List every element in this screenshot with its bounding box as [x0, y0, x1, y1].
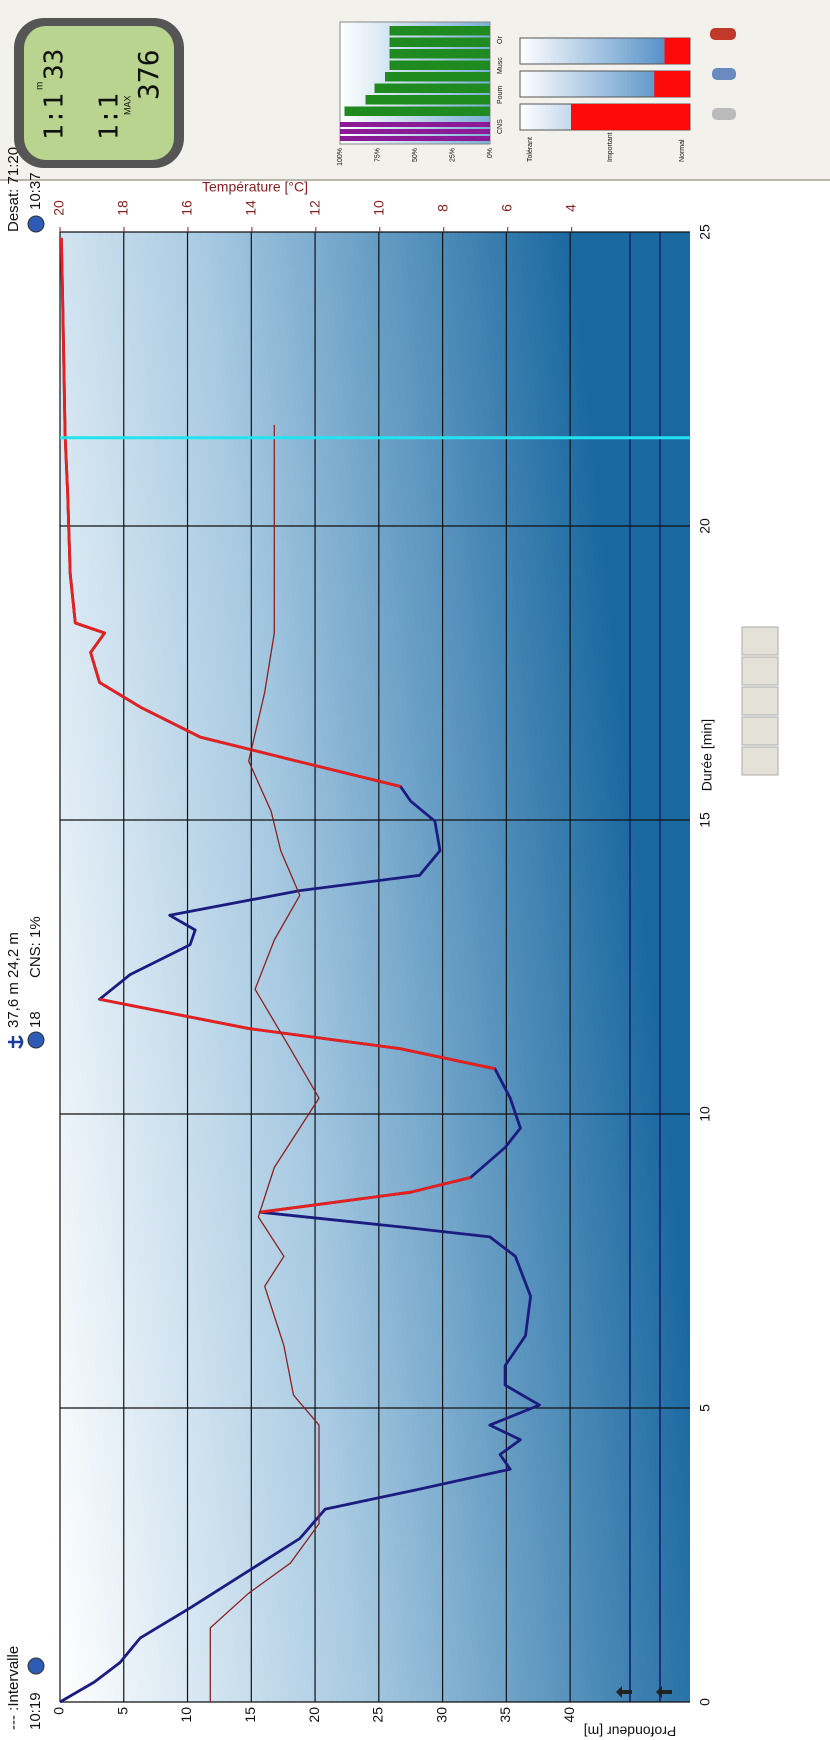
sat-tick-label: 0% [487, 148, 494, 158]
plot-area [60, 232, 690, 1702]
interval-time: 10:19 [27, 1692, 44, 1730]
x-tick-label: 0 [697, 1698, 713, 1706]
nav-button[interactable] [742, 747, 778, 775]
sat-bar [345, 107, 491, 117]
y2-tick-label: 8 [434, 204, 450, 212]
nav-button[interactable] [742, 687, 778, 715]
y-tick-label: 15 [242, 1707, 258, 1723]
end-time: 10:37 [27, 172, 44, 210]
sat-category-label: Musc [497, 57, 504, 74]
tissue-label: Normal [679, 139, 686, 162]
clock-icon [28, 216, 44, 232]
y-tick-label: 20 [306, 1707, 322, 1723]
sat-bar [340, 129, 490, 134]
nav-button[interactable] [742, 627, 778, 655]
sat-category-label: Or [497, 36, 504, 44]
tissue-bar [665, 38, 691, 64]
max-depth-extra: 18 [27, 1011, 44, 1028]
sat-bar [385, 72, 490, 82]
tissue-label: Important [607, 132, 614, 162]
sat-bar [390, 26, 491, 36]
sat-tick-label: 50% [412, 148, 419, 162]
y2-axis-title: Température [°C] [202, 179, 308, 195]
sat-bar [375, 84, 491, 94]
y-tick-label: 25 [370, 1707, 386, 1723]
diver-icon [710, 28, 736, 40]
x-tick-label: 5 [697, 1404, 713, 1412]
x-axis-title: Durée [min] [699, 719, 715, 791]
sat-bar [366, 95, 491, 105]
sat-category-label: CNS [497, 119, 504, 134]
y-tick-label: 35 [497, 1707, 513, 1723]
clock-icon [28, 1032, 44, 1048]
lcd-text: 33 [40, 49, 70, 80]
y2-tick-label: 16 [179, 200, 195, 216]
nav-button[interactable] [742, 717, 778, 745]
sat-bar [390, 61, 491, 71]
sat-tick-label: 25% [449, 148, 456, 162]
y-tick-label: 10 [178, 1707, 194, 1723]
y2-tick-label: 12 [307, 200, 323, 216]
y2-tick-label: 18 [115, 200, 131, 216]
y-tick-label: 0 [51, 1707, 67, 1715]
sat-bar [340, 122, 490, 127]
navigation [742, 627, 778, 775]
sat-bar [340, 136, 490, 141]
x-tick-label: 25 [697, 224, 713, 240]
x-tick-label: 15 [697, 812, 713, 828]
y2-tick-label: 20 [51, 200, 67, 216]
tissue-bar [571, 104, 690, 130]
desat: Desat: 71:20 [5, 147, 22, 232]
avg-depth: 24,2 m [5, 932, 22, 978]
diver-icon [712, 108, 736, 120]
y2-tick-label: 14 [243, 200, 259, 216]
max-depth: 37,6 m [5, 982, 22, 1028]
y2-tick-label: 4 [562, 204, 578, 212]
sat-tick-label: 75% [374, 148, 381, 162]
clock-icon [28, 1658, 44, 1674]
y-tick-label: 40 [561, 1707, 577, 1723]
dive-view: --- :Intervalle 10:19 37,6 m 18 24,2 m C… [0, 0, 830, 1740]
lcd-text: 1:1 [95, 93, 125, 140]
tissue-bar [654, 71, 690, 97]
cns: CNS: 1% [27, 916, 44, 978]
sat-tick-label: 100% [337, 148, 344, 166]
y2-tick-label: 6 [498, 204, 514, 212]
x-tick-label: 20 [697, 518, 713, 534]
x-tick-label: 10 [697, 1106, 713, 1122]
lcd-text: m [35, 82, 46, 90]
diver-icon [712, 68, 736, 80]
y-tick-label: 5 [114, 1707, 130, 1715]
y-tick-label: 30 [433, 1707, 449, 1723]
tissue-label: Tolérant [527, 137, 534, 162]
sat-bar [390, 38, 491, 48]
sat-bar [390, 49, 491, 59]
y2-tick-label: 10 [371, 200, 387, 216]
page: --- :Intervalle 10:19 37,6 m 18 24,2 m C… [0, 0, 830, 1740]
y-axis-title: Profondeur [m] [584, 1723, 677, 1739]
lcd-text: 1:1 [40, 93, 70, 140]
sat-category-label: Poum [497, 86, 504, 104]
lcd-text: 376 [132, 49, 165, 100]
interval-label: --- :Intervalle [5, 1646, 22, 1730]
nav-button[interactable] [742, 657, 778, 685]
screen: --- :Intervalle 10:19 37,6 m 18 24,2 m C… [0, 0, 830, 1740]
